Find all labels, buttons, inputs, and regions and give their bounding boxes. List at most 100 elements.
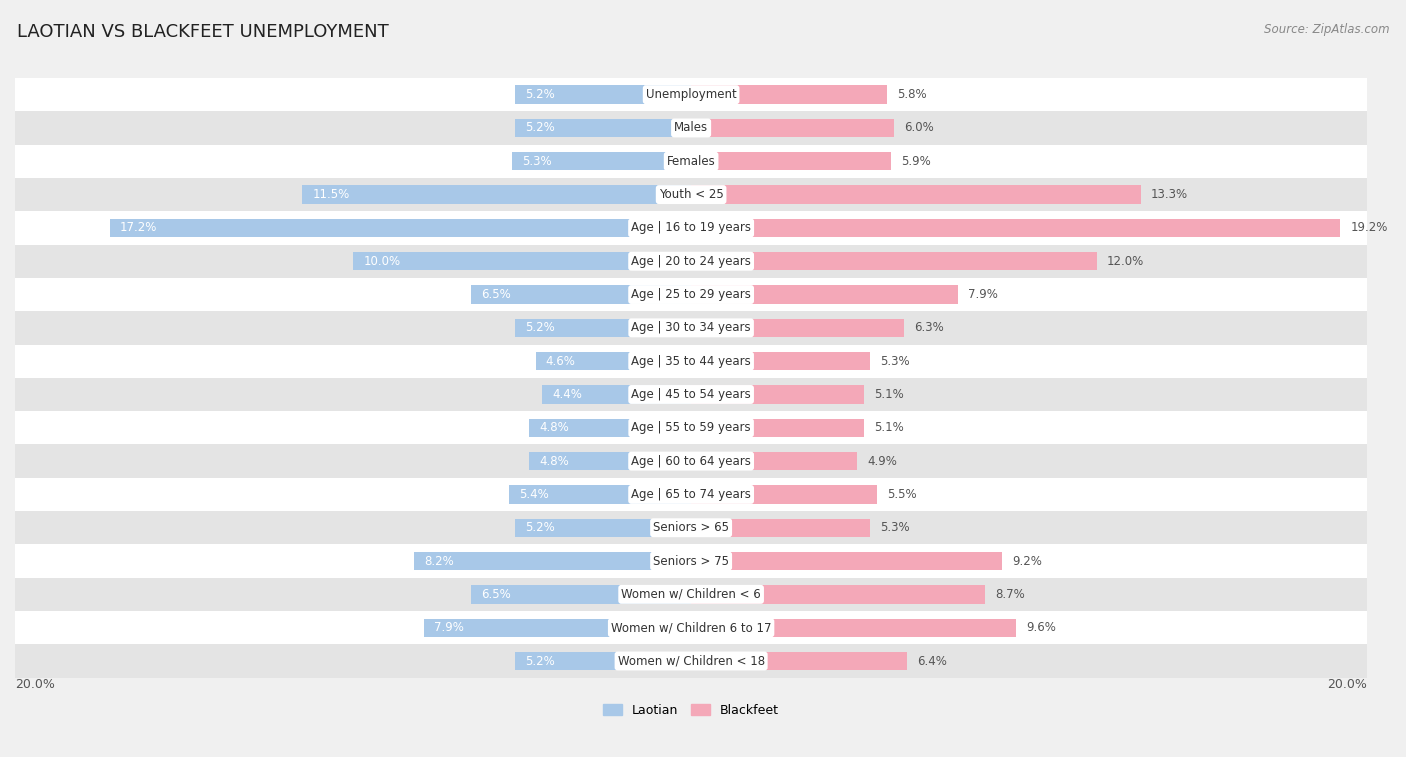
Text: Females: Females [666, 154, 716, 168]
Text: Age | 35 to 44 years: Age | 35 to 44 years [631, 355, 751, 368]
Text: Seniors > 75: Seniors > 75 [654, 555, 730, 568]
Bar [692, 652, 907, 670]
Text: 13.3%: 13.3% [1152, 188, 1188, 201]
Text: Age | 25 to 29 years: Age | 25 to 29 years [631, 288, 751, 301]
Bar [692, 152, 890, 170]
Bar [15, 178, 1367, 211]
Text: 6.5%: 6.5% [481, 288, 512, 301]
Bar [15, 111, 1367, 145]
Bar [512, 152, 692, 170]
Text: 20.0%: 20.0% [15, 678, 55, 691]
Text: Women w/ Children < 18: Women w/ Children < 18 [617, 655, 765, 668]
Text: 6.3%: 6.3% [914, 322, 943, 335]
Bar [692, 285, 959, 304]
Bar [692, 519, 870, 537]
Text: 9.6%: 9.6% [1026, 621, 1056, 634]
Bar [692, 585, 986, 603]
Bar [692, 452, 856, 470]
Bar [529, 419, 692, 437]
Bar [692, 319, 904, 337]
Bar [302, 185, 692, 204]
Bar [425, 618, 692, 637]
Legend: Laotian, Blackfeet: Laotian, Blackfeet [599, 699, 783, 721]
Bar [471, 585, 692, 603]
Text: Women w/ Children 6 to 17: Women w/ Children 6 to 17 [610, 621, 772, 634]
Bar [15, 78, 1367, 111]
Bar [516, 519, 692, 537]
Text: 7.9%: 7.9% [969, 288, 998, 301]
Text: 5.2%: 5.2% [526, 655, 555, 668]
Bar [516, 86, 692, 104]
Bar [15, 245, 1367, 278]
Text: 8.7%: 8.7% [995, 588, 1025, 601]
Text: 6.0%: 6.0% [904, 121, 934, 135]
Bar [15, 278, 1367, 311]
Text: 4.6%: 4.6% [546, 355, 575, 368]
Bar [516, 319, 692, 337]
Text: 4.4%: 4.4% [553, 388, 582, 401]
Bar [536, 352, 692, 370]
Text: 5.2%: 5.2% [526, 522, 555, 534]
Bar [110, 219, 692, 237]
Text: 9.2%: 9.2% [1012, 555, 1042, 568]
Bar [692, 385, 863, 403]
Bar [15, 511, 1367, 544]
Bar [15, 378, 1367, 411]
Text: 5.4%: 5.4% [519, 488, 548, 501]
Bar [692, 485, 877, 503]
Text: 4.8%: 4.8% [538, 422, 569, 435]
Text: Age | 30 to 34 years: Age | 30 to 34 years [631, 322, 751, 335]
Bar [15, 211, 1367, 245]
Bar [692, 552, 1002, 570]
Bar [509, 485, 692, 503]
Bar [15, 311, 1367, 344]
Text: Age | 65 to 74 years: Age | 65 to 74 years [631, 488, 751, 501]
Text: 5.3%: 5.3% [522, 154, 551, 168]
Bar [543, 385, 692, 403]
Text: 7.9%: 7.9% [434, 621, 464, 634]
Text: Youth < 25: Youth < 25 [659, 188, 724, 201]
Bar [516, 652, 692, 670]
Text: Age | 20 to 24 years: Age | 20 to 24 years [631, 254, 751, 268]
Text: Age | 45 to 54 years: Age | 45 to 54 years [631, 388, 751, 401]
Text: 4.9%: 4.9% [868, 455, 897, 468]
Bar [15, 444, 1367, 478]
Text: 5.9%: 5.9% [901, 154, 931, 168]
Bar [692, 618, 1015, 637]
Text: Source: ZipAtlas.com: Source: ZipAtlas.com [1264, 23, 1389, 36]
Bar [15, 344, 1367, 378]
Bar [471, 285, 692, 304]
Text: 5.1%: 5.1% [873, 422, 904, 435]
Bar [692, 219, 1340, 237]
Bar [516, 119, 692, 137]
Bar [15, 578, 1367, 611]
Text: 5.8%: 5.8% [897, 88, 927, 101]
Text: 5.2%: 5.2% [526, 88, 555, 101]
Text: 10.0%: 10.0% [363, 254, 401, 268]
Text: 5.1%: 5.1% [873, 388, 904, 401]
Text: 5.3%: 5.3% [880, 355, 910, 368]
Bar [692, 185, 1140, 204]
Text: 17.2%: 17.2% [120, 221, 157, 235]
Text: Women w/ Children < 6: Women w/ Children < 6 [621, 588, 761, 601]
Text: 6.4%: 6.4% [918, 655, 948, 668]
Text: Age | 16 to 19 years: Age | 16 to 19 years [631, 221, 751, 235]
Text: 19.2%: 19.2% [1350, 221, 1388, 235]
Text: LAOTIAN VS BLACKFEET UNEMPLOYMENT: LAOTIAN VS BLACKFEET UNEMPLOYMENT [17, 23, 388, 41]
Bar [413, 552, 692, 570]
Text: Age | 55 to 59 years: Age | 55 to 59 years [631, 422, 751, 435]
Bar [529, 452, 692, 470]
Text: Seniors > 65: Seniors > 65 [654, 522, 730, 534]
Bar [15, 478, 1367, 511]
Bar [15, 611, 1367, 644]
Bar [15, 411, 1367, 444]
Text: Age | 60 to 64 years: Age | 60 to 64 years [631, 455, 751, 468]
Text: 5.2%: 5.2% [526, 322, 555, 335]
Text: 5.3%: 5.3% [880, 522, 910, 534]
Bar [15, 644, 1367, 678]
Bar [692, 352, 870, 370]
Bar [15, 544, 1367, 578]
Bar [692, 86, 887, 104]
Text: 5.5%: 5.5% [887, 488, 917, 501]
Text: 12.0%: 12.0% [1107, 254, 1144, 268]
